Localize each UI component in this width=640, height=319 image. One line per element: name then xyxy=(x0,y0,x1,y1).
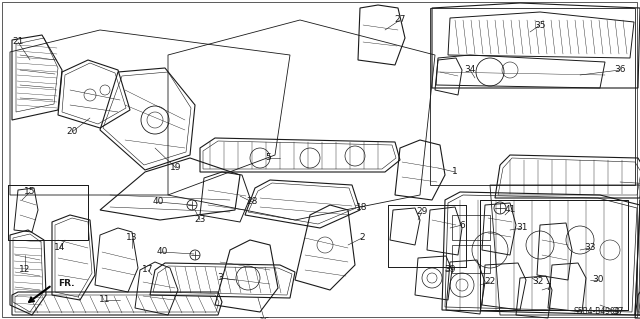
Text: 41: 41 xyxy=(504,205,516,214)
Text: 28: 28 xyxy=(246,197,258,206)
Text: 31: 31 xyxy=(516,224,528,233)
Text: 34: 34 xyxy=(464,65,476,75)
Text: 6: 6 xyxy=(459,220,465,229)
Text: 18: 18 xyxy=(356,203,368,211)
Text: 35: 35 xyxy=(534,20,546,29)
Text: 37: 37 xyxy=(612,308,624,316)
Bar xyxy=(480,200,628,310)
Bar xyxy=(452,215,490,240)
Text: 20: 20 xyxy=(67,128,77,137)
Bar xyxy=(388,205,466,267)
Text: 30: 30 xyxy=(592,276,604,285)
Text: 32: 32 xyxy=(532,278,544,286)
Text: 11: 11 xyxy=(99,295,111,305)
Text: S5B4-B4900: S5B4-B4900 xyxy=(573,308,620,316)
Bar xyxy=(388,205,466,267)
Text: 27: 27 xyxy=(394,16,406,25)
Text: 12: 12 xyxy=(19,265,31,275)
Text: 14: 14 xyxy=(54,243,66,253)
Text: 17: 17 xyxy=(142,265,154,275)
Text: 21: 21 xyxy=(12,38,24,47)
Text: FR.: FR. xyxy=(58,278,74,287)
Bar xyxy=(452,245,490,273)
Text: 19: 19 xyxy=(170,164,182,173)
Text: 40: 40 xyxy=(152,197,164,206)
Text: 33: 33 xyxy=(584,243,596,253)
Bar xyxy=(8,185,88,240)
Text: 39: 39 xyxy=(444,265,456,275)
Text: 16: 16 xyxy=(259,317,271,319)
Text: 36: 36 xyxy=(614,65,626,75)
Text: 2: 2 xyxy=(359,234,365,242)
Text: 15: 15 xyxy=(24,188,36,197)
Text: 5: 5 xyxy=(265,153,271,162)
Text: 3: 3 xyxy=(217,273,223,283)
Text: 7: 7 xyxy=(545,284,551,293)
Text: 1: 1 xyxy=(452,167,458,176)
Text: 29: 29 xyxy=(416,207,428,217)
Bar xyxy=(480,200,628,310)
Text: 40: 40 xyxy=(156,248,168,256)
Text: 22: 22 xyxy=(484,278,495,286)
Bar xyxy=(8,185,88,240)
Text: 13: 13 xyxy=(126,234,138,242)
Text: 23: 23 xyxy=(195,216,205,225)
